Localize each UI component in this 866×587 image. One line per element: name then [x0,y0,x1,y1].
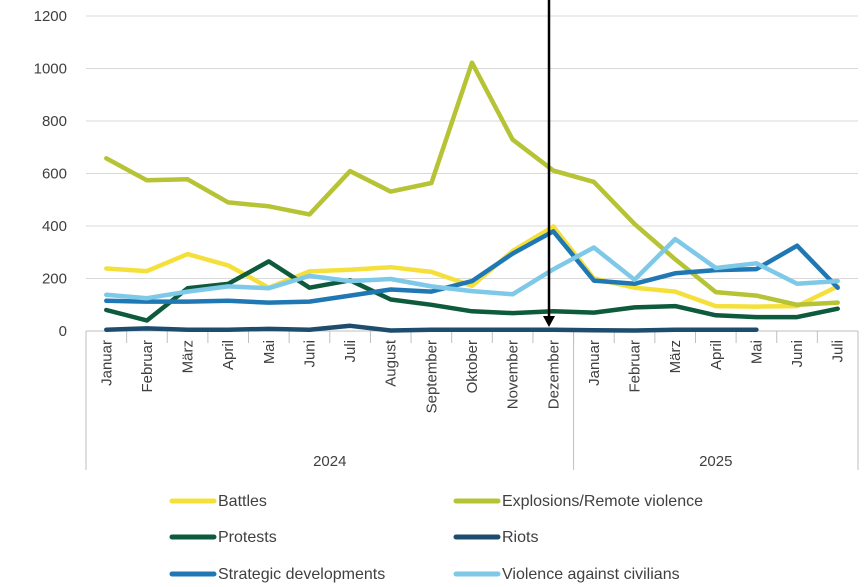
y-tick-label: 1000 [34,61,67,78]
x-tick-label: April [708,340,725,370]
gridlines [86,15,858,279]
series-line-explosions-remote-violence [104,60,840,308]
series-line-riots [104,323,759,333]
legend-label-protests: Protests [218,529,277,546]
legend-label-strategic-developments: Strategic developments [218,566,385,583]
x-tick-label: November [505,340,522,409]
series-line-violence-against-civilians [104,236,840,301]
x-tick-label: Juli [342,340,359,363]
y-tick-label: 200 [42,271,67,288]
legend-label-battles: Battles [218,493,267,510]
legend-label-explosions-remote-violence: Explosions/Remote violence [502,493,703,510]
x-tick-label: März [180,340,197,373]
series-line-protests [104,259,840,323]
year-group-label: 2024 [313,453,346,470]
x-tick-label: August [383,339,400,387]
x-tick-label: Januar [586,340,603,386]
x-tick-label: Mai [748,340,765,364]
x-tick-label: Februar [627,340,644,393]
x-tick-label: Oktober [464,340,481,393]
y-tick-label: 600 [42,166,67,183]
x-tick-label: Juni [301,340,318,368]
x-tick-label: Dezember [545,340,562,409]
series-lines [104,60,840,333]
y-tick-label: 1200 [34,8,67,25]
year-group-label: 2025 [699,453,732,470]
y-axis: 0 200 400 600 800 1000 1200 [34,8,67,340]
x-tick-label: Mai [261,340,278,364]
legend-label-violence-against-civilians: Violence against civilians [502,566,680,583]
y-tick-label: 0 [59,323,67,340]
x-tick-label: Februar [139,340,156,393]
annotation-arrow [543,0,555,327]
legend: Battles Explosions/Remote violence Protest… [169,493,703,583]
x-axis: Januar Februar März April Mai Juni Juli August S… [85,330,859,470]
x-tick-label: April [220,340,237,370]
x-tick-label: Januar [98,340,115,386]
x-tick-label: März [667,340,684,373]
series-line-battles [104,224,840,309]
y-tick-label: 800 [42,113,67,130]
y-tick-label: 400 [42,218,67,235]
x-tick-label: Juni [789,340,806,368]
legend-label-riots: Riots [502,529,538,546]
x-tick-label: Juli [830,340,847,363]
x-tick-label: September [423,340,440,413]
